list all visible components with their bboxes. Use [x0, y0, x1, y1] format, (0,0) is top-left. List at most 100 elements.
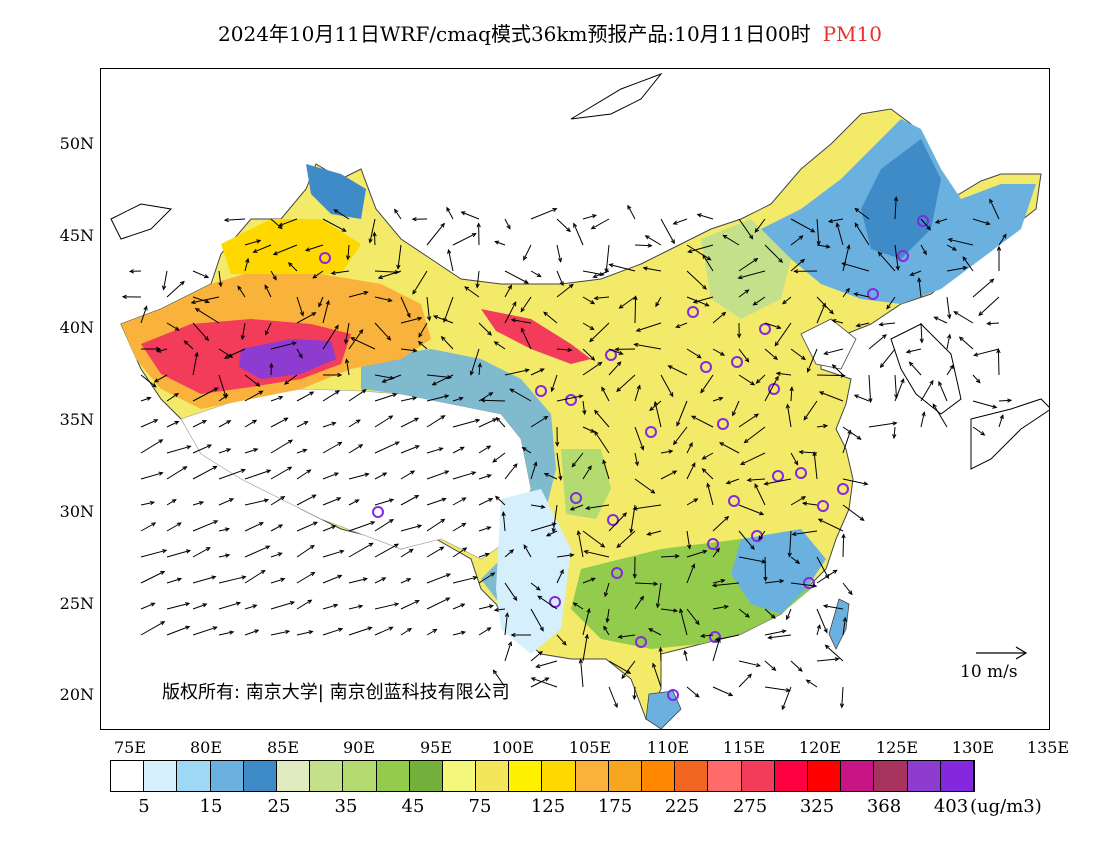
- wind-vector: [934, 316, 948, 324]
- wind-vector: [740, 452, 766, 465]
- wind-vector: [192, 547, 211, 558]
- wind-vector: [634, 582, 658, 585]
- wind-vector: [348, 521, 375, 532]
- lon-tick: 85E: [266, 738, 300, 757]
- wind-vector-head: [559, 281, 564, 287]
- wind-vector-head: [334, 472, 340, 477]
- wind-vector: [523, 544, 532, 558]
- wind-vector: [660, 608, 678, 612]
- wind-vector-head: [362, 577, 368, 582]
- wind-vector-head: [846, 244, 851, 250]
- wind-vector-head: [461, 497, 467, 502]
- wind-vector-head: [842, 616, 848, 622]
- wind-vector: [868, 374, 872, 403]
- wind-vector: [764, 322, 781, 329]
- inner-mongolia-green: [701, 219, 791, 319]
- wind-vector-head: [618, 350, 624, 355]
- wind-vector-head: [386, 335, 392, 341]
- wind-vector-head: [552, 208, 558, 212]
- wind-vector: [166, 393, 179, 402]
- wind-vector: [754, 483, 766, 506]
- wind-vector-head: [800, 258, 805, 264]
- wind-vector: [296, 599, 312, 610]
- wind-vector-head: [280, 577, 286, 582]
- lon-tick: 95E: [419, 738, 453, 757]
- wind-vector-head: [673, 440, 678, 446]
- wind-vector-head: [535, 663, 541, 669]
- wind-vector-head: [277, 552, 283, 557]
- wind-vector: [738, 608, 750, 618]
- wind-vector-head: [318, 302, 323, 308]
- wind-vector-head: [550, 387, 555, 393]
- wind-vector-head: [355, 419, 361, 424]
- wind-vector: [691, 415, 714, 428]
- wind-vector-head: [477, 362, 482, 368]
- wind-vector: [621, 660, 636, 679]
- wind-vector-head: [487, 331, 492, 336]
- wind-vector: [712, 548, 720, 558]
- wind-vector-head: [627, 204, 632, 210]
- wind-vector: [244, 604, 257, 610]
- wind-vector-head: [847, 429, 852, 435]
- wind-vector-head: [341, 227, 347, 232]
- kazakh-outline: [110, 203, 173, 240]
- wind-vector-head: [774, 341, 779, 347]
- wind-vector: [334, 209, 350, 220]
- map-title: 2024年10月11日WRF/cmaq模式36km预报产品:10月11日00时 P…: [0, 18, 1100, 47]
- wind-vector-head: [392, 393, 398, 398]
- wind-vector: [660, 374, 674, 397]
- wind-vector-head: [647, 243, 653, 248]
- wind-vector-head: [381, 378, 387, 383]
- wind-vector: [478, 553, 490, 558]
- wind-vector: [218, 270, 222, 287]
- wind-vector-head: [414, 600, 420, 605]
- wind-vector: [192, 387, 219, 402]
- wind-vector-head: [158, 439, 164, 444]
- wind-vector: [441, 336, 454, 350]
- wind-vector: [296, 572, 315, 584]
- wind-vector: [894, 197, 897, 220]
- wind-vector-head: [213, 387, 219, 392]
- wind-vector: [543, 311, 558, 324]
- wind-vector: [764, 244, 783, 263]
- wind-vector: [816, 608, 828, 633]
- wind-vector-head: [601, 386, 606, 392]
- wind-vector: [426, 546, 444, 558]
- southeast-blue: [731, 529, 826, 614]
- wind-vector: [738, 504, 764, 515]
- wind-vector: [478, 418, 497, 428]
- wind-vector: [374, 499, 394, 506]
- city-marker: [759, 323, 771, 335]
- wind-vector-head: [493, 341, 499, 346]
- wind-vector: [790, 387, 793, 402]
- wind-vector: [322, 575, 342, 584]
- wind-vector-head: [816, 623, 821, 630]
- wind-vector: [140, 522, 156, 532]
- wind-vector: [244, 419, 257, 428]
- wind-vector: [270, 218, 283, 229]
- wind-vector: [244, 570, 266, 584]
- wind-vector-head: [507, 641, 513, 647]
- wind-vector-head: [594, 409, 599, 415]
- wind-vector-head: [592, 273, 598, 278]
- wind-vector-head: [530, 677, 536, 682]
- wind-vector: [608, 512, 627, 532]
- wind-vector-head: [412, 396, 418, 401]
- wind-vector: [697, 213, 714, 220]
- wind-vector: [382, 374, 402, 383]
- wind-vector-head: [412, 348, 418, 353]
- wind-vector-head: [719, 351, 726, 356]
- wind-vector: [244, 545, 270, 558]
- wind-vector: [504, 301, 517, 324]
- wind-vector-head: [824, 644, 830, 650]
- wind-vector-head: [153, 419, 159, 424]
- wind-vector-head: [199, 501, 205, 506]
- colorbar-swatch: [841, 761, 875, 791]
- wind-vector-head: [582, 410, 587, 416]
- wind-vector: [712, 397, 723, 402]
- colorbar-swatch: [243, 761, 277, 791]
- lat-tick: 25N: [59, 594, 94, 613]
- wind-vector-head: [855, 323, 861, 328]
- wind-vector-head: [739, 460, 745, 465]
- wind-vector-head: [750, 381, 756, 386]
